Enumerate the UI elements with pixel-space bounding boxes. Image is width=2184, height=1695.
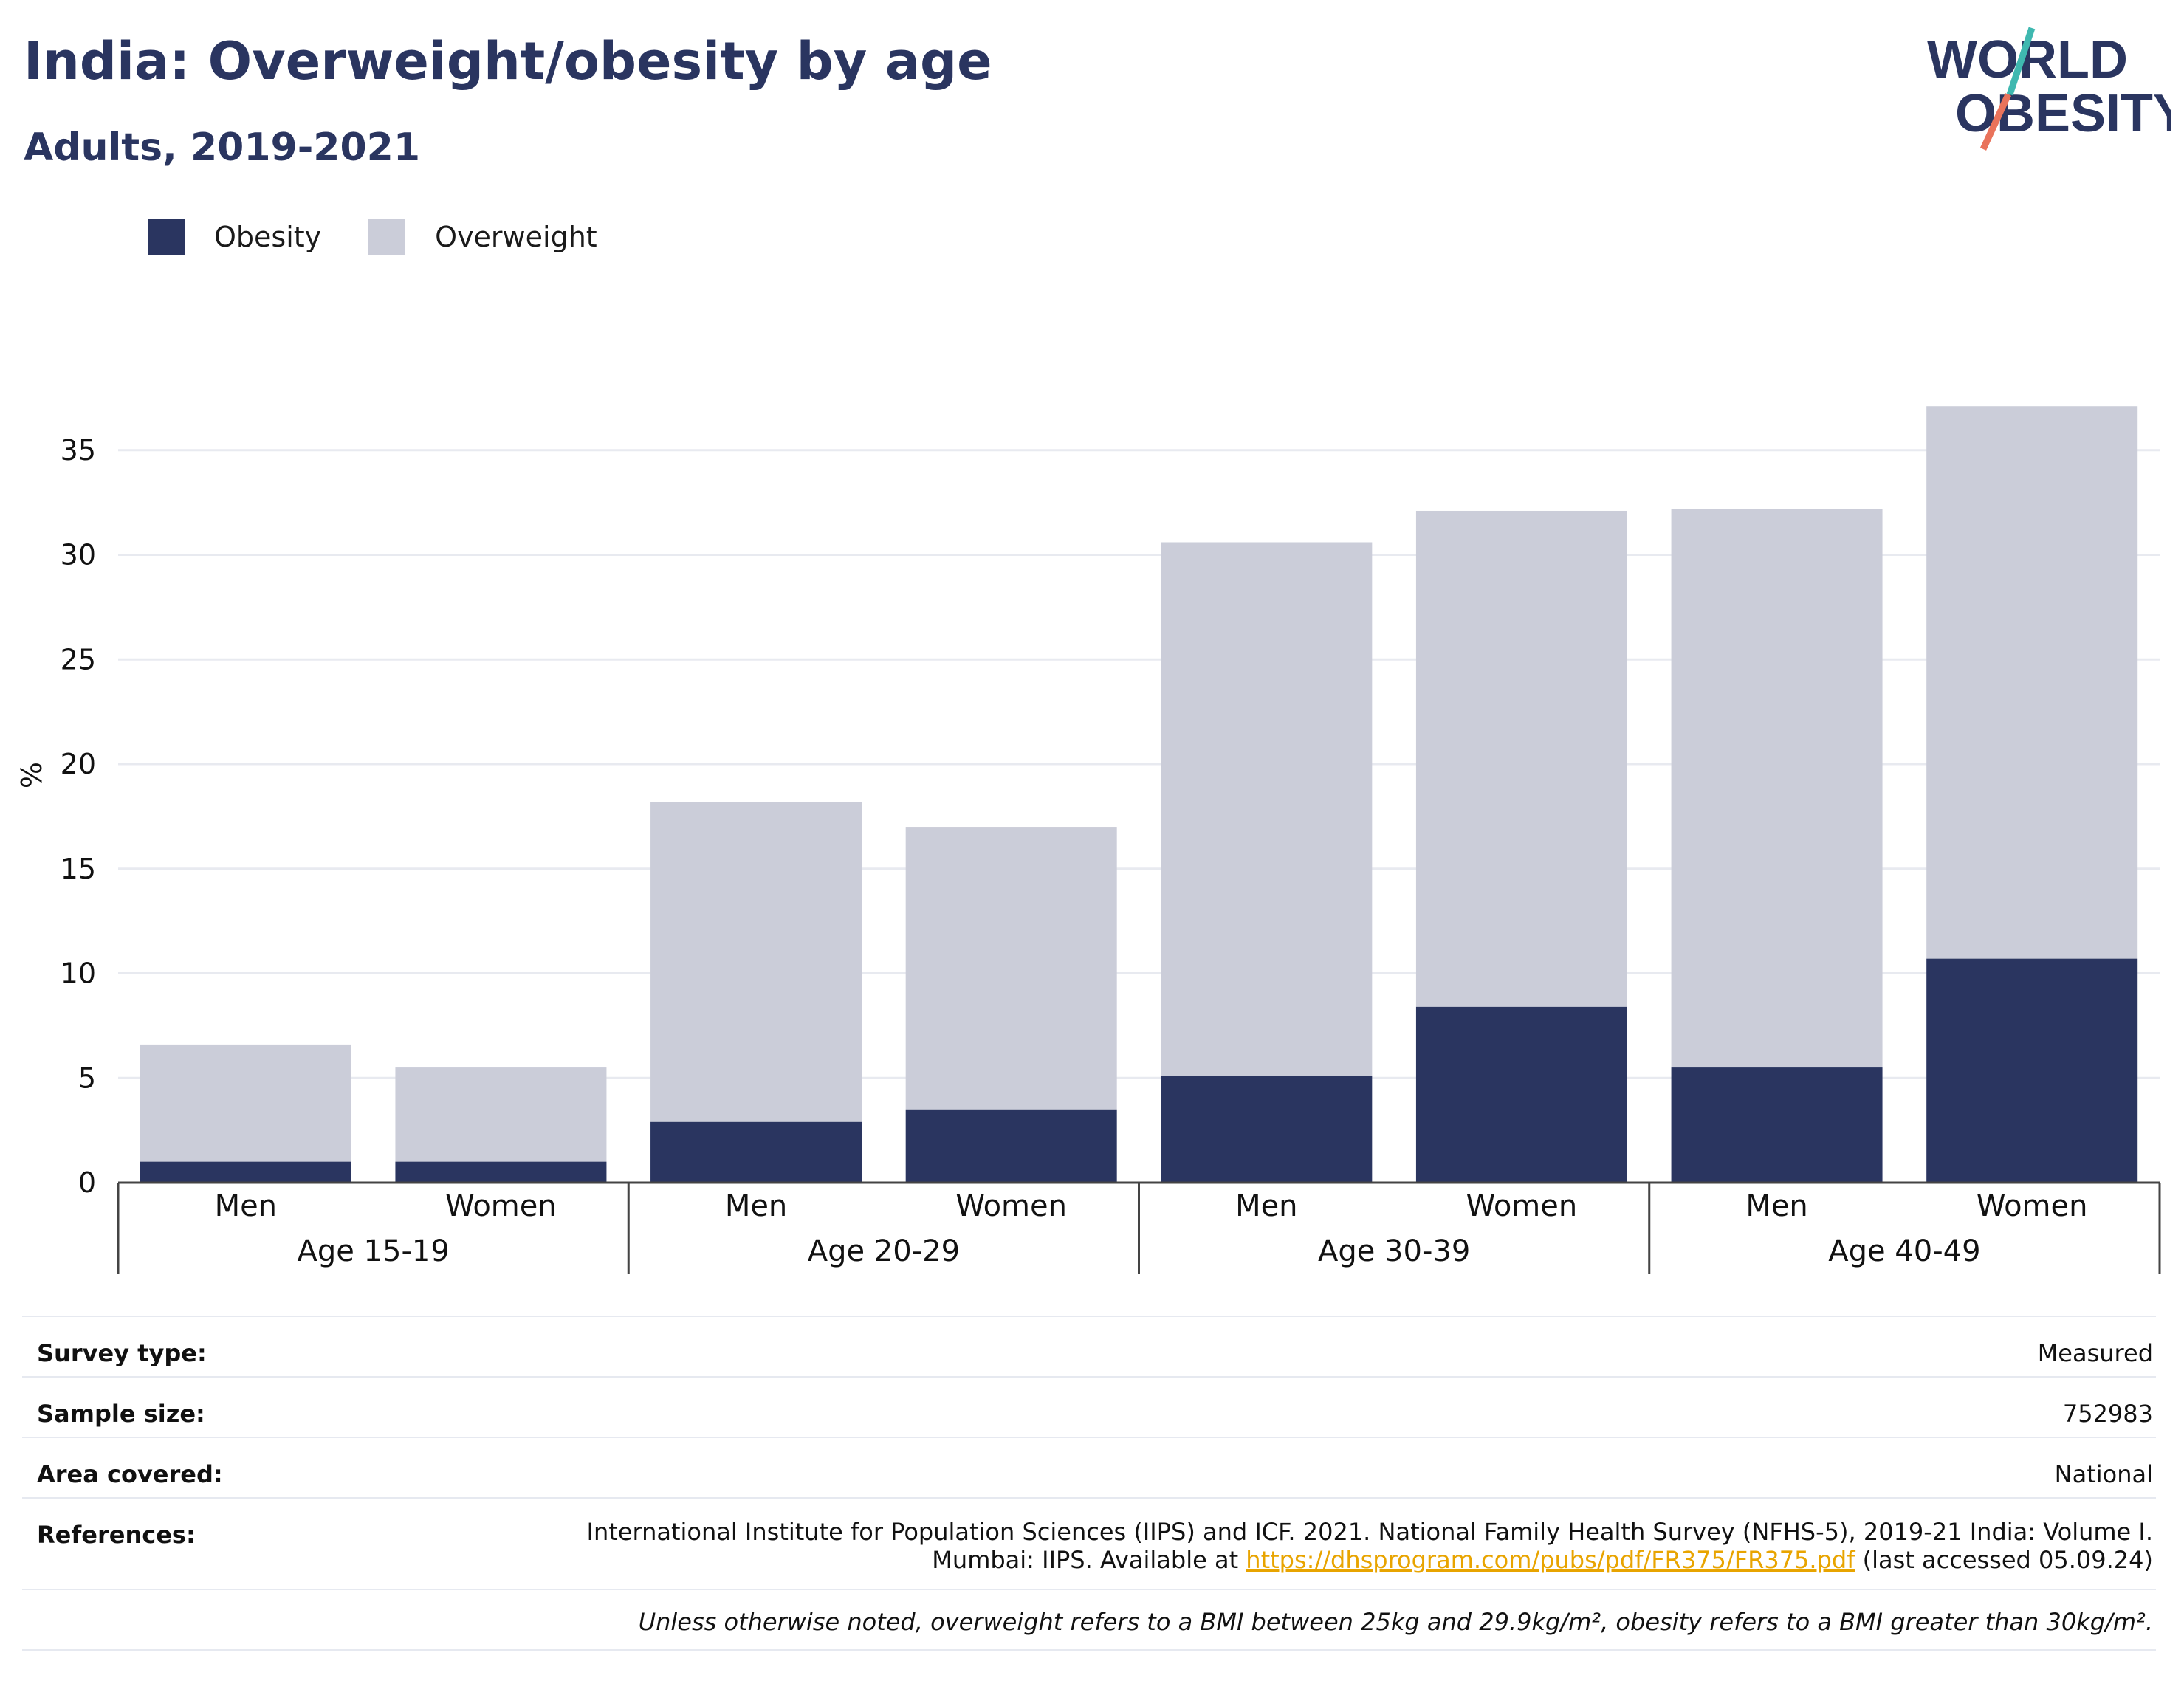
y-tick-label: 25 [61, 643, 96, 675]
legend-item-obesity[interactable]: Obesity [148, 219, 321, 255]
x-category-label: Men [215, 1189, 277, 1223]
reference-line-1: International Institute for Population S… [586, 1518, 2153, 1546]
legend-label-overweight: Overweight [435, 221, 597, 253]
info-row-area-covered: Area covered: National [22, 1437, 2156, 1497]
world-obesity-logo: WORLD OBESITY [1927, 27, 2171, 151]
x-category-label: Women [1977, 1189, 2088, 1223]
bars [140, 406, 2138, 1183]
chart-title: India: Overweight/obesity by age [24, 31, 992, 92]
x-group-label: Age 20-29 [808, 1234, 960, 1268]
y-axis-label: % [16, 762, 48, 788]
x-category-label: Women [1466, 1189, 1578, 1223]
reference-prefix: Mumbai: IIPS. Available at [932, 1546, 1246, 1574]
info-value: 752983 [2062, 1400, 2153, 1428]
bar-overweight[interactable] [140, 1044, 351, 1162]
logo-slash-coral [1979, 93, 2012, 151]
x-category-label: Women [445, 1189, 557, 1223]
bar-obesity[interactable] [395, 1161, 607, 1183]
info-row-sample-size: Sample size: 752983 [22, 1376, 2156, 1437]
bar-obesity[interactable] [905, 1109, 1117, 1183]
bar-obesity[interactable] [1415, 1006, 1627, 1183]
legend-swatch-overweight [368, 219, 406, 255]
bar-obesity[interactable] [650, 1121, 862, 1183]
info-row-survey-type: Survey type: Measured [22, 1316, 2156, 1376]
bmi-definition-note: Unless otherwise noted, overweight refer… [22, 1589, 2156, 1651]
bar-overweight[interactable] [1161, 542, 1373, 1076]
logo-slash-teal [2006, 27, 2036, 96]
y-tick-label: 30 [61, 539, 96, 571]
stacked-bar-chart: 0 5 10 15 20 25 30 35 Men Women Men Women Men Women Me… [16, 406, 2161, 1274]
x-category-label: Men [1235, 1189, 1297, 1223]
legend-label-obesity: Obesity [214, 221, 322, 253]
survey-info-table: Survey type: Measured Sample size: 75298… [22, 1316, 2156, 1651]
x-category-label: Women [955, 1189, 1067, 1223]
info-value: National [2054, 1460, 2153, 1488]
y-tick-label: 15 [61, 853, 96, 885]
legend-item-overweight[interactable]: Overweight [368, 219, 597, 255]
chart-legend: Obesity Overweight [148, 219, 645, 255]
bar-obesity[interactable] [1671, 1067, 1883, 1183]
x-category-label: Men [725, 1189, 787, 1223]
bar-overweight[interactable] [395, 1067, 607, 1162]
x-group-label: Age 30-39 [1318, 1234, 1470, 1268]
bar-obesity[interactable] [1161, 1076, 1373, 1183]
legend-swatch-obesity [148, 219, 185, 255]
bar-overweight[interactable] [650, 802, 862, 1122]
references-text: International Institute for Population S… [587, 1499, 2156, 1574]
reference-suffix: (last accessed 05.09.24) [1855, 1546, 2153, 1574]
bar-overweight[interactable] [1671, 509, 1883, 1068]
bar-overweight[interactable] [1415, 510, 1627, 1007]
info-value: Measured [2037, 1339, 2153, 1367]
y-tick-label: 0 [78, 1166, 96, 1199]
x-category-label: Men [1745, 1189, 1807, 1223]
bar-overweight[interactable] [1926, 406, 2138, 959]
y-tick-label: 5 [78, 1062, 96, 1094]
bar-overweight[interactable] [905, 827, 1117, 1110]
info-label: Survey type: [37, 1339, 207, 1367]
y-tick-label: 20 [61, 748, 96, 780]
bar-obesity[interactable] [140, 1161, 351, 1183]
info-label: References: [37, 1521, 196, 1549]
reference-link[interactable]: https://dhsprogram.com/pubs/pdf/FR375/FR… [1246, 1546, 1855, 1574]
bar-obesity[interactable] [1926, 958, 2138, 1183]
chart-subtitle: Adults, 2019-2021 [24, 126, 421, 170]
x-group-label: Age 15-19 [297, 1234, 449, 1268]
y-tick-label: 10 [61, 957, 96, 990]
y-tick-label: 35 [61, 434, 96, 467]
info-label: Area covered: [37, 1460, 223, 1488]
info-label: Sample size: [37, 1400, 205, 1428]
info-row-references: References: International Institute for … [22, 1497, 2156, 1589]
x-group-label: Age 40-49 [1828, 1234, 1980, 1268]
axes: 0 5 10 15 20 25 30 35 Men Women Men Women Men Women Me… [61, 434, 2161, 1274]
